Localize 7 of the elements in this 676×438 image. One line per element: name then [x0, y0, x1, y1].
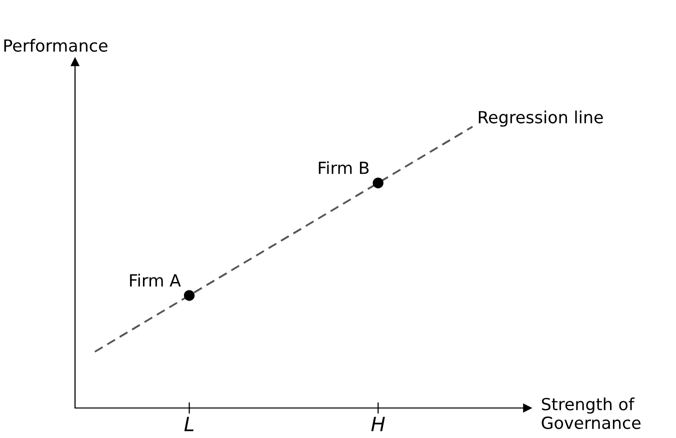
x-tick-label: H	[371, 416, 385, 432]
x-axis-title: Strength of Governance	[542, 398, 641, 430]
x-tick-label: L	[184, 416, 194, 432]
y-axis-title: Performance	[4, 38, 108, 52]
annotation: Firm A	[130, 274, 181, 286]
series-label: Regression line	[478, 110, 603, 127]
annotation: Firm B	[318, 161, 369, 174]
